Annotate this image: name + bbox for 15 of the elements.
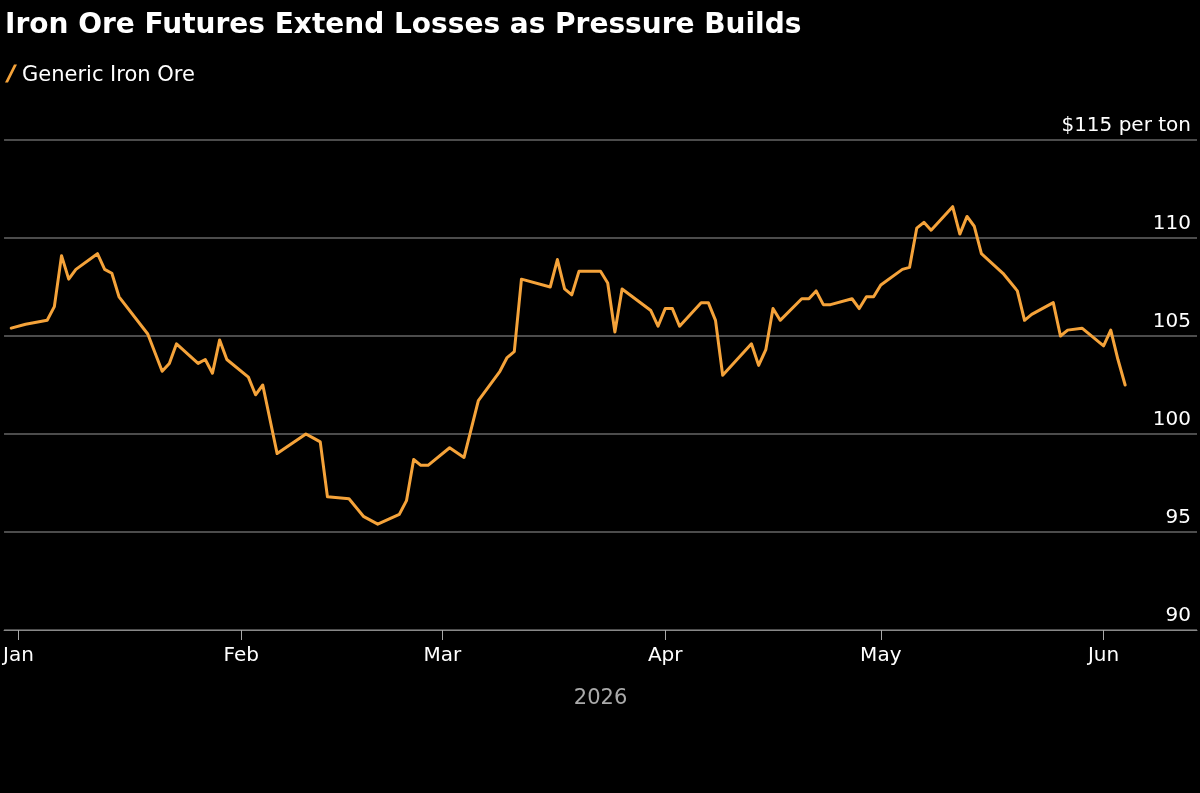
x-tick-label: Jan: [0, 642, 34, 666]
x-tick-label: May: [860, 642, 902, 666]
y-tick-label: $115 per ton: [1061, 112, 1191, 136]
chart-title: Iron Ore Futures Extend Losses as Pressure Builds: [5, 6, 802, 40]
x-tick-label: Feb: [223, 642, 259, 666]
legend-label: Generic Iron Ore: [22, 61, 195, 86]
y-tick-label: 110: [1152, 210, 1191, 234]
x-tick-label: Apr: [647, 642, 684, 666]
y-tick-label: 90: [1165, 602, 1191, 626]
y-tick-label: 100: [1152, 406, 1191, 430]
x-tick-label: Mar: [423, 642, 463, 666]
x-axis-title: 2026: [573, 684, 628, 709]
x-tick-label: Jun: [1085, 642, 1120, 666]
y-tick-label: 105: [1152, 308, 1191, 332]
y-tick-label: 95: [1165, 504, 1191, 528]
